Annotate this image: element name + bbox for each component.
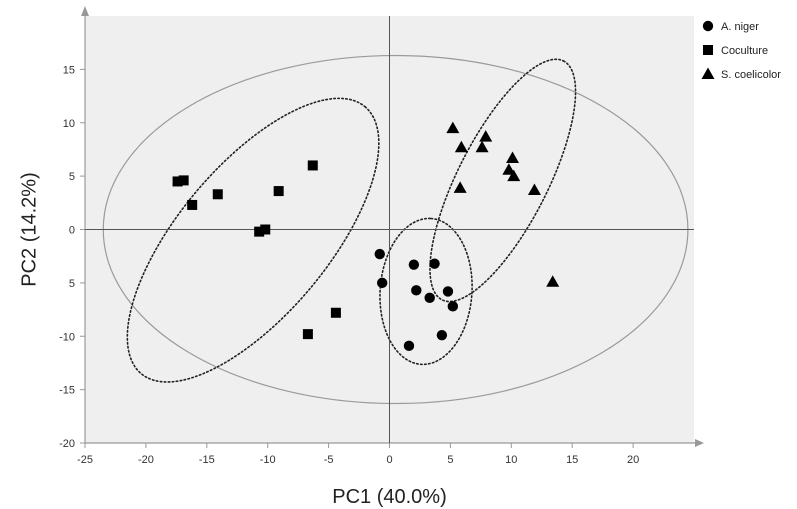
data-point-triangle bbox=[479, 130, 493, 142]
series-circle bbox=[374, 248, 459, 352]
legend: A. niger Coculture S. coelicolor bbox=[701, 20, 781, 81]
data-point-circle bbox=[442, 286, 454, 297]
data-point-triangle bbox=[506, 151, 520, 163]
points-layer bbox=[172, 121, 560, 352]
data-point-square bbox=[172, 176, 183, 187]
x-tick-label: 0 bbox=[386, 454, 392, 466]
legend-label: Coculture bbox=[721, 45, 768, 57]
x-tick-label: -25 bbox=[77, 454, 93, 466]
group-ellipse-a-niger bbox=[379, 217, 473, 366]
data-point-square bbox=[302, 329, 313, 340]
data-point-circle bbox=[403, 340, 415, 352]
legend-circle-icon bbox=[702, 20, 714, 32]
data-point-circle bbox=[429, 258, 440, 269]
y-tick-label: -10 bbox=[59, 331, 75, 343]
data-point-circle bbox=[447, 301, 459, 312]
data-point-triangle bbox=[446, 121, 460, 134]
data-point-triangle bbox=[502, 163, 516, 175]
data-point-triangle bbox=[546, 275, 560, 287]
x-axis-title: PC1 (40.0%) bbox=[332, 486, 447, 508]
data-point-circle bbox=[424, 292, 435, 304]
data-point-square bbox=[307, 160, 318, 171]
data-point-triangle bbox=[507, 169, 521, 182]
data-point-circle bbox=[408, 259, 420, 270]
x-tick-label: 15 bbox=[566, 454, 578, 466]
data-point-square bbox=[254, 226, 265, 237]
data-point-circle bbox=[374, 248, 385, 260]
legend-item: A. niger bbox=[702, 20, 759, 33]
data-point-square bbox=[187, 199, 198, 210]
legend-square-icon bbox=[703, 45, 713, 55]
legend-item: S. coelicolor bbox=[701, 67, 781, 81]
group-ellipse-coculture bbox=[126, 97, 380, 383]
x-tick-label: -20 bbox=[138, 454, 154, 466]
y-axis-title: PC2 (14.2%) bbox=[18, 172, 40, 287]
data-point-triangle bbox=[454, 140, 468, 153]
y-tick-label: 0 bbox=[69, 225, 75, 237]
data-point-circle bbox=[411, 285, 422, 296]
y-tick-label: -15 bbox=[59, 385, 75, 397]
data-point-square bbox=[330, 307, 341, 318]
data-point-triangle bbox=[453, 181, 467, 193]
data-point-square bbox=[273, 186, 284, 197]
x-tick-label: 10 bbox=[505, 454, 517, 466]
legend-item: Coculture bbox=[703, 45, 768, 57]
data-point-circle bbox=[436, 329, 448, 341]
y-axis-arrow-icon bbox=[81, 6, 89, 16]
y-tick-label: -20 bbox=[59, 438, 75, 450]
series-triangle bbox=[446, 121, 560, 287]
legend-triangle-icon bbox=[701, 67, 715, 79]
x-axis-arrow-icon bbox=[695, 439, 704, 447]
y-tick-label: 15 bbox=[63, 64, 75, 76]
y-tick-label: 10 bbox=[63, 118, 75, 130]
x-tick-label: -5 bbox=[324, 454, 334, 466]
data-point-triangle bbox=[475, 140, 489, 153]
x-tick-label: 5 bbox=[447, 454, 453, 466]
data-point-square bbox=[212, 189, 223, 200]
legend-label: A. niger bbox=[721, 21, 759, 33]
legend-label: S. coelicolor bbox=[721, 69, 781, 81]
data-point-square bbox=[260, 224, 271, 235]
y-tick-label: 5 bbox=[69, 278, 75, 290]
x-tick-label: 20 bbox=[627, 454, 639, 466]
series-square bbox=[172, 160, 341, 340]
x-tick-label: -15 bbox=[199, 454, 215, 466]
y-tick-label: 5 bbox=[69, 171, 75, 183]
data-point-triangle bbox=[527, 183, 541, 196]
axes-layer bbox=[81, 6, 704, 447]
data-point-circle bbox=[376, 277, 388, 289]
group-ellipse-s-coelicolor bbox=[429, 58, 577, 303]
data-point-square bbox=[178, 175, 189, 186]
x-tick-label: -10 bbox=[260, 454, 276, 466]
